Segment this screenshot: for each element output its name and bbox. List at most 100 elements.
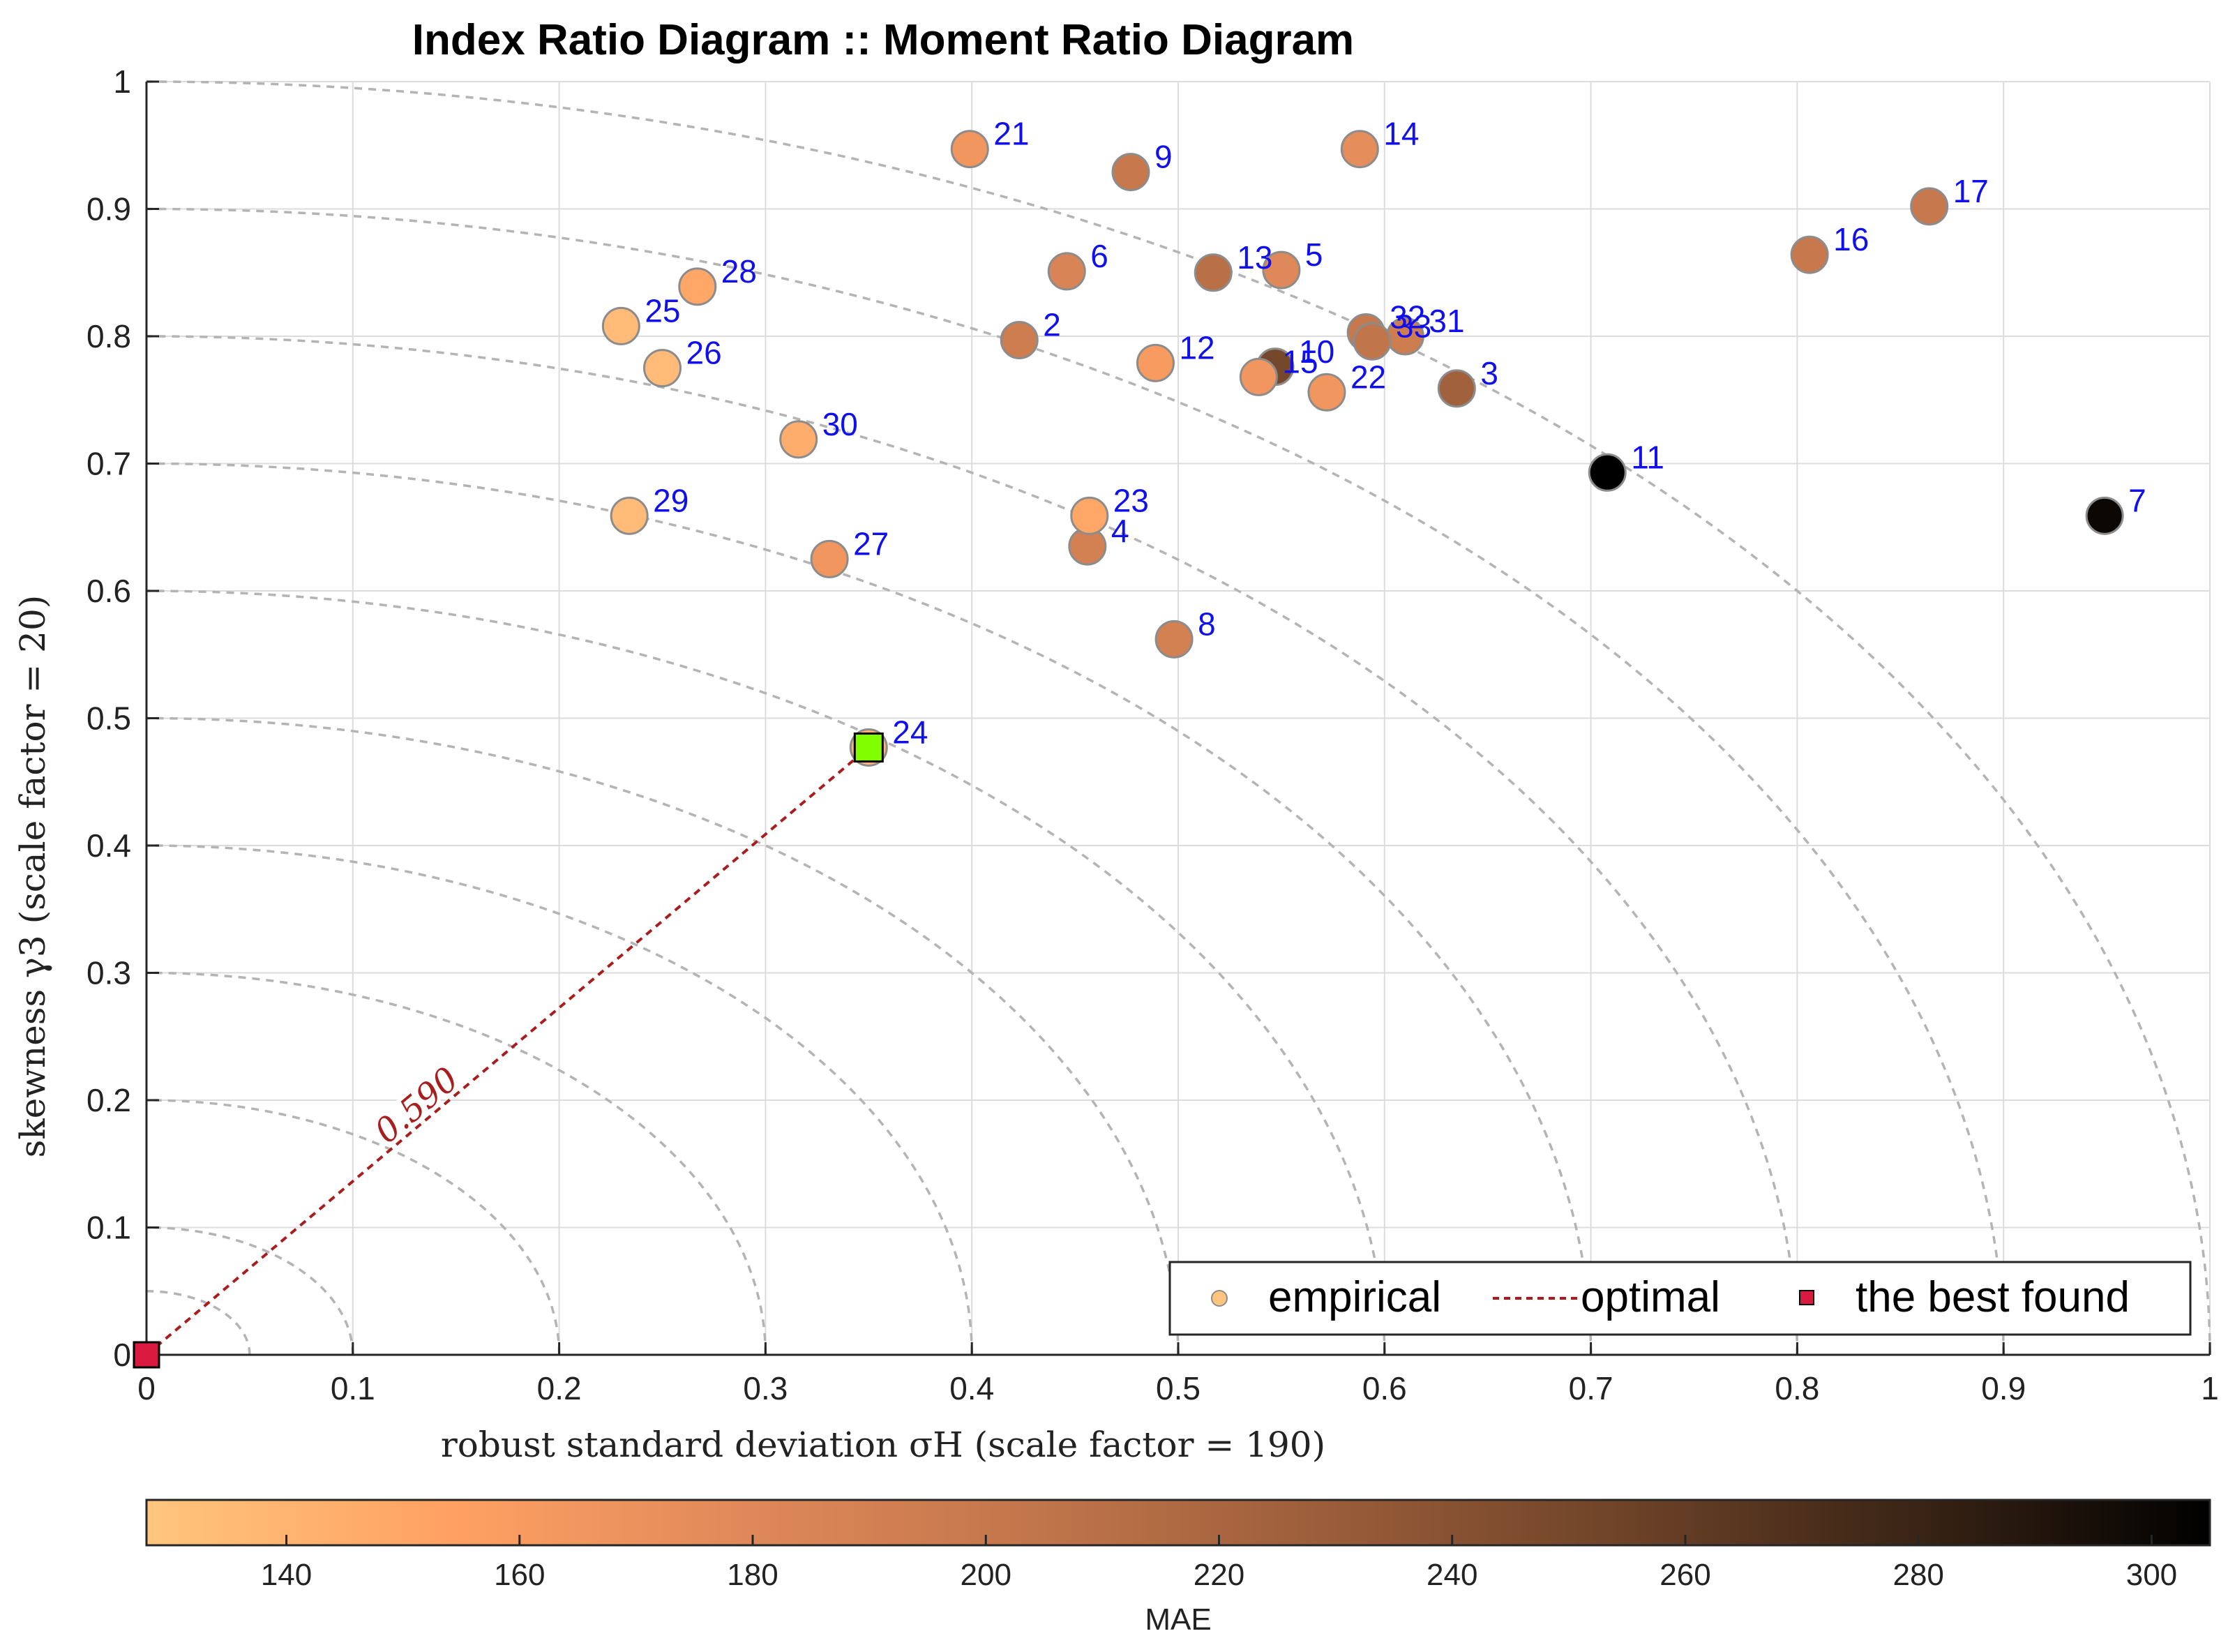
point-label-4: 4 (1111, 513, 1129, 549)
optimal-line-label: 0.590 (368, 1060, 466, 1151)
distance-arc-0 (146, 1290, 251, 1356)
chart-title: Index Ratio Diagram :: Moment Ratio Diag… (412, 16, 1354, 64)
point-label-17: 17 (1953, 173, 1989, 209)
colorbar-tick-label-3: 200 (961, 1558, 1011, 1592)
point-30 (779, 420, 818, 459)
x-tick-label-1: 0.1 (331, 1370, 375, 1406)
x-tick-label-8: 0.8 (1775, 1370, 1819, 1406)
legend-optimal-label: optimal (1581, 1273, 1720, 1321)
x-tick-label-5: 0.5 (1156, 1370, 1201, 1406)
point-label-26: 26 (686, 335, 722, 371)
optimal-line (145, 746, 870, 1356)
distance-arc-5 (146, 716, 1180, 1356)
y-tick-label-6: 0.6 (86, 573, 131, 609)
point-label-25: 25 (645, 292, 680, 329)
best-found-highlight (853, 732, 884, 763)
point-7 (2085, 496, 2124, 535)
point-label-24: 24 (892, 714, 928, 750)
origin-best-marker (133, 1341, 160, 1369)
point-25 (601, 306, 640, 345)
distance-arc-6 (146, 590, 1386, 1356)
point-13 (1194, 253, 1233, 292)
y-tick-label-5: 0.5 (86, 700, 131, 737)
y-tick-label-0: 0 (113, 1337, 131, 1373)
point-8 (1154, 620, 1194, 659)
y-tick-label-8: 0.8 (86, 318, 131, 354)
y-axis-label: skewness γ3 (scale factor = 20) (13, 595, 53, 1158)
x-tick-label-9: 0.9 (1981, 1370, 2026, 1406)
colorbar-tick-label-7: 280 (1892, 1558, 1943, 1592)
point-9 (1111, 153, 1150, 192)
x-tick-label-7: 0.7 (1569, 1370, 1613, 1406)
point-2 (1000, 320, 1039, 359)
point-27 (810, 539, 849, 578)
colorbar-label: MAE (1145, 1602, 1211, 1637)
y-tick-label-1: 0.1 (86, 1210, 131, 1246)
legend-empirical-marker (1211, 1290, 1228, 1307)
point-3 (1437, 369, 1476, 408)
y-tick-label-10: 1 (113, 63, 131, 100)
distance-arc-7 (146, 462, 1593, 1356)
point-22 (1307, 373, 1346, 412)
point-6 (1047, 252, 1086, 291)
x-tick-label-6: 0.6 (1362, 1370, 1407, 1406)
colorbar-tick-label-2: 180 (727, 1558, 778, 1592)
distance-arc-9 (146, 207, 2005, 1356)
legend: empirical optimal the best found (1168, 1261, 2192, 1336)
point-29 (610, 496, 649, 535)
point-label-14: 14 (1383, 116, 1419, 152)
colorbar-gradient (145, 1499, 2211, 1547)
x-tick-label-2: 0.2 (537, 1370, 582, 1406)
distance-arcs (146, 80, 2211, 1356)
point-label-11: 11 (1631, 439, 1664, 475)
distance-arc-2 (146, 1099, 561, 1356)
point-label-6: 6 (1090, 238, 1108, 274)
point-labels: 2345678910111213141516172122232425262728… (645, 116, 2146, 751)
distance-arc-3 (146, 971, 767, 1356)
colorbar-tick-label-4: 220 (1194, 1558, 1244, 1592)
point-label-12: 12 (1179, 329, 1214, 366)
point-label-16: 16 (1833, 221, 1869, 257)
point-14 (1340, 130, 1379, 169)
point-label-32: 32 (1390, 299, 1425, 336)
distance-arc-1 (146, 1226, 354, 1356)
point-label-33: 33 (1396, 308, 1431, 344)
legend-empirical-label: empirical (1268, 1273, 1441, 1321)
point-label-8: 8 (1198, 606, 1216, 642)
optimal-line-group: 0.590 (145, 746, 870, 1356)
distance-arc-4 (146, 844, 973, 1356)
grid-lines (146, 81, 2211, 1356)
point-label-30: 30 (822, 406, 858, 442)
y-tick-label-3: 0.3 (86, 955, 131, 991)
legend-box (1168, 1261, 2192, 1336)
point-label-2: 2 (1043, 306, 1061, 343)
x-tick-label-0: 0 (137, 1370, 156, 1406)
point-15 (1239, 357, 1278, 396)
tick-labels: 0 0.1 0.2 0.3 0.4 0.5 0.6 0.7 0.8 0.9 1 0 0.1 0.2 0.3 0… (86, 63, 2219, 1406)
legend-best-found-marker (1799, 1290, 1814, 1305)
legend-best-found-label: the best found (1856, 1273, 2130, 1321)
point-12 (1136, 343, 1175, 382)
point-label-27: 27 (853, 525, 889, 562)
x-tick-label-10: 1 (2201, 1370, 2219, 1406)
point-label-28: 28 (721, 253, 757, 290)
y-tick-label-4: 0.4 (86, 827, 131, 864)
colorbar-tick-label-1: 160 (494, 1558, 545, 1592)
colorbar-tick-label-0: 140 (261, 1558, 312, 1592)
colorbar-ticks: 140 160 180 200 220 240 260 280 300 (261, 1535, 2177, 1592)
point-label-13: 13 (1237, 239, 1272, 276)
x-axis-label: robust standard deviation σH (scale fact… (441, 1425, 1325, 1465)
y-tick-label-9: 0.9 (86, 191, 131, 227)
colorbar-tick-label-6: 260 (1660, 1558, 1710, 1592)
point-17 (1910, 187, 1949, 226)
point-label-15: 15 (1282, 343, 1318, 380)
point-label-31: 31 (1429, 303, 1464, 339)
x-tick-label-4: 0.4 (949, 1370, 994, 1406)
y-tick-label-7: 0.7 (86, 446, 131, 482)
point-26 (643, 349, 682, 388)
x-tick-label-3: 0.3 (743, 1370, 788, 1406)
y-tick-label-2: 0.2 (86, 1082, 131, 1118)
point-21 (950, 130, 989, 169)
point-16 (1790, 235, 1829, 274)
colorbar: 140 160 180 200 220 240 260 280 300 MAE (145, 1499, 2211, 1637)
